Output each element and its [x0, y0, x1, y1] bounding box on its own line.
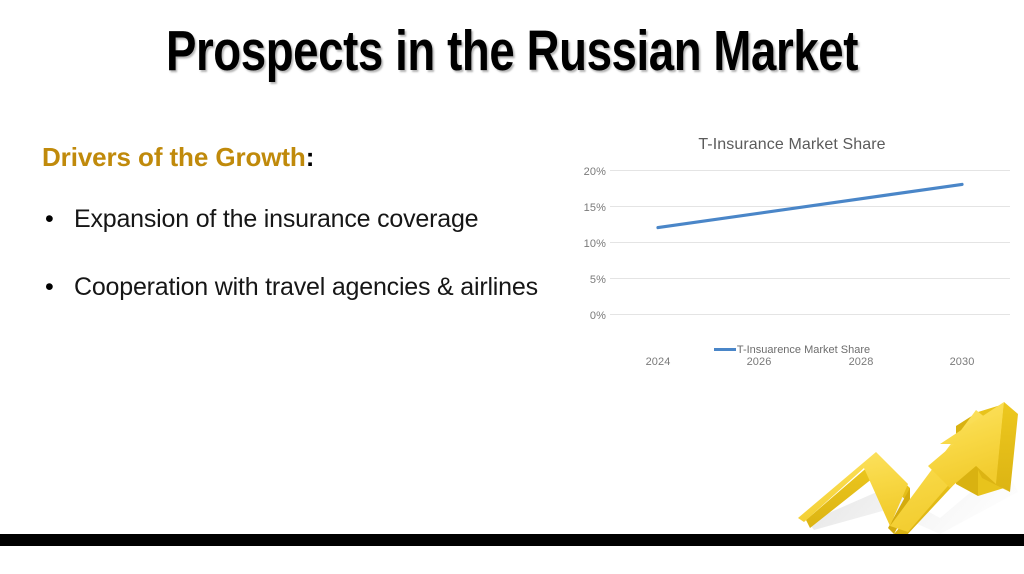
- list-item: • Cooperation with travel agencies & air…: [42, 268, 542, 306]
- y-axis-tick-label: 0%: [589, 310, 606, 322]
- x-axis-tick-label: 2030: [949, 356, 975, 368]
- plot-area: 2024 2026 2028 2030: [610, 170, 1010, 368]
- bullet-list: • Expansion of the insurance coverage • …: [42, 200, 542, 306]
- body-content: Drivers of the Growth: • Expansion of th…: [42, 140, 542, 306]
- legend-line-icon: [713, 347, 736, 351]
- gridline: [610, 242, 1010, 243]
- growth-arrow-icon: [798, 402, 1018, 536]
- bullet-icon: •: [45, 273, 54, 301]
- gridline: [610, 278, 1010, 279]
- list-item-text: Cooperation with travel agencies & airli…: [74, 273, 538, 301]
- series-line: [656, 182, 964, 230]
- x-axis-tick-label: 2028: [848, 356, 874, 368]
- bullet-icon: •: [45, 205, 54, 233]
- y-axis-tick-label: 5%: [589, 274, 606, 286]
- y-axis-tick-label: 20%: [583, 166, 606, 178]
- bottom-accent-bar: [0, 534, 1024, 546]
- y-axis-tick-label: 10%: [583, 238, 606, 250]
- chart-title: T-Insurance Market Share: [698, 136, 886, 153]
- drivers-heading-colon: :: [305, 142, 315, 172]
- drivers-heading: Drivers of the Growth:: [42, 140, 542, 174]
- bottom-white-strip: [0, 546, 1024, 574]
- x-axis-tick-label: 2024: [645, 356, 671, 368]
- gridline: [610, 314, 1010, 315]
- page-title: Prospects in the Russian Market: [165, 19, 859, 83]
- drivers-heading-text: Drivers of the Growth: [42, 142, 306, 172]
- list-item: • Expansion of the insurance coverage: [42, 200, 542, 238]
- gridline: [610, 170, 1010, 171]
- line-chart: T-Insurance Market Share 20% 15% 10% 5% …: [566, 132, 1018, 370]
- y-axis-tick-label: 15%: [583, 202, 606, 214]
- chart-legend: T-Insuarence Market Share: [566, 344, 1018, 356]
- x-axis-tick-label: 2026: [746, 356, 772, 368]
- list-item-text: Expansion of the insurance coverage: [74, 205, 479, 233]
- legend-label: T-Insuarence Market Share: [736, 344, 871, 357]
